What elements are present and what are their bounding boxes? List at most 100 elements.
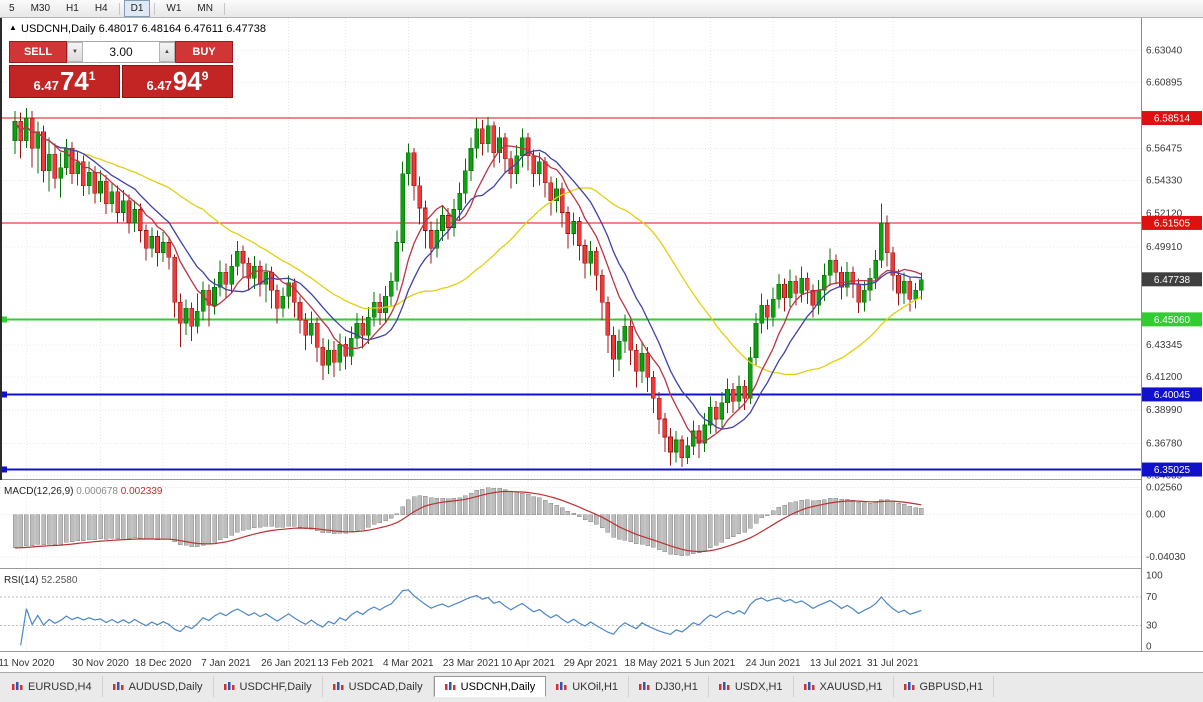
pane-separators [0, 479, 1203, 652]
axis-price-badge [1142, 312, 1202, 327]
timeframe-toolbar: 5 M30 H1 H4 D1 W1 MN [0, 0, 1203, 18]
candlestick-chart-icon [223, 681, 235, 692]
price-tick-label: 6.49910 [1146, 242, 1183, 253]
chart-tab-label: USDCHF,Daily [239, 680, 312, 693]
chart-tab-label: DJ30,H1 [655, 680, 698, 693]
date-axis-label: 5 Jun 2021 [686, 658, 736, 669]
chart-canvas[interactable]: 6.63040 6.60895 6.56475 6.54330 6.52120 6.499… [0, 18, 1203, 672]
trade-panel-toggle-icon[interactable]: ▲ [9, 23, 17, 32]
axis-price-badge-label: 6.58514 [1154, 114, 1191, 125]
sell-price-display[interactable]: 6.47 74 1 [9, 65, 120, 98]
timeframe-button-W1[interactable]: W1 [159, 0, 188, 17]
toolbar-separator [154, 2, 156, 15]
price-tick-label: 6.63040 [1146, 45, 1183, 56]
candlestick-chart-icon [332, 681, 344, 692]
chart-tab-label: USDCAD,Daily [348, 680, 423, 693]
chart-tab-label: XAUUSD,H1 [819, 680, 883, 693]
date-axis-label: 10 Apr 2021 [501, 658, 555, 669]
candlestick-chart-icon [639, 681, 650, 692]
timeframe-button-5[interactable]: 5 [2, 0, 22, 17]
sell-button[interactable]: SELL [9, 41, 67, 63]
buy-price-prefix: 6.47 [146, 78, 172, 93]
toolbar-separator [223, 2, 225, 15]
candlestick-chart-icon [112, 681, 124, 692]
chart-tab-EURUSD,H4[interactable]: EURUSD,H4 [2, 676, 103, 697]
one-click-trading-panel: SELL ▼ ▲ BUY 6.47 74 1 6.47 94 9 [9, 41, 233, 98]
chart-tab-DJ30,H1[interactable]: DJ30,H1 [629, 676, 709, 697]
chart-tab-label: USDX,H1 [734, 680, 783, 693]
chart-tab-USDCNH,Daily[interactable]: USDCNH,Daily [433, 676, 547, 697]
candlestick-chart-icon [12, 681, 23, 692]
axis-price-badge-label: 6.47738 [1154, 275, 1191, 286]
chart-tab-USDCAD,Daily[interactable]: USDCAD,Daily [323, 676, 434, 697]
date-axis-label: 30 Nov 2020 [72, 658, 129, 669]
level-handle[interactable] [0, 466, 7, 473]
rsi-label: RSI(14) 52.2580 [4, 575, 78, 586]
timeframe-button-H4[interactable]: H4 [88, 0, 115, 17]
buy-button[interactable]: BUY [175, 41, 233, 63]
chart-tab-GBPUSD,H1[interactable]: GBPUSD,H1 [894, 676, 995, 697]
chart-tab-AUDUSD,Daily[interactable]: AUDUSD,Daily [103, 676, 214, 697]
candlestick-chart-icon [903, 681, 915, 692]
date-axis-label: 24 Jun 2021 [746, 658, 801, 669]
volume-box: ▼ ▲ [67, 41, 175, 63]
timeframe-button-D1[interactable]: D1 [123, 0, 151, 17]
candlestick-chart-icon [444, 681, 456, 692]
volume-increase-icon[interactable]: ▲ [159, 42, 175, 62]
timeframe-button-M30[interactable]: M30 [24, 0, 57, 17]
axis-price-badge-label: 6.51505 [1154, 218, 1191, 229]
sell-price-prefix: 6.47 [33, 78, 59, 93]
chart-title-ohlc: USDCNH,Daily 6.48017 6.48164 6.47611 6.4… [21, 23, 267, 35]
axis-price-badge-label: 6.35025 [1154, 465, 1191, 476]
chart-tab-XAUUSD,H1[interactable]: XAUUSD,H1 [794, 676, 894, 697]
candlestick-chart-icon [803, 681, 815, 692]
price-tick-label: 6.52120 [1146, 209, 1183, 220]
axis-price-badge-label: 6.40045 [1154, 390, 1191, 401]
axis-price-badge [1142, 387, 1202, 402]
macd-tick-label: 0.02560 [1146, 483, 1183, 494]
chart-tab-bar: EURUSD,H4 AUDUSD,Daily USDCHF,Daily USDCAD,… [0, 672, 1203, 702]
rsi-tick-label: 70 [1146, 592, 1158, 603]
timeframe-button-MN[interactable]: MN [190, 0, 220, 17]
axis-price-badge [1142, 272, 1202, 287]
date-axis-label: 13 Jul 2021 [810, 658, 862, 669]
chart-tab-UKOil,H1[interactable]: UKOil,H1 [546, 676, 630, 697]
date-axis-label: 11 Nov 2020 [0, 658, 55, 669]
chart-tab-USDCHF,Daily[interactable]: USDCHF,Daily [214, 676, 323, 697]
chart-tab-label: GBPUSD,H1 [919, 680, 984, 693]
volume-decrease-icon[interactable]: ▼ [67, 42, 83, 62]
macd-tick-label: 0.00 [1146, 510, 1166, 521]
buy-price-sup: 9 [201, 69, 209, 83]
window-edge [0, 18, 2, 480]
rsi-line [20, 589, 922, 646]
ma-line-8 [14, 120, 922, 443]
rsi-tick-label: 0 [1146, 642, 1152, 653]
price-tick-label: 6.38990 [1146, 405, 1183, 416]
price-tick-label: 6.41200 [1146, 372, 1183, 383]
level-handle[interactable] [0, 391, 7, 398]
date-axis-label: 13 Feb 2021 [318, 658, 375, 669]
grid [0, 18, 1141, 651]
axis-price-badge-label: 6.45060 [1154, 315, 1191, 326]
chart-tab-USDX,H1[interactable]: USDX,H1 [709, 676, 794, 697]
buy-price-display[interactable]: 6.47 94 9 [122, 65, 233, 98]
axis-price-badge [1142, 111, 1202, 126]
macd-histogram [12, 487, 924, 557]
price-tick-label: 6.36780 [1146, 438, 1183, 449]
chart-window[interactable]: 6.63040 6.60895 6.56475 6.54330 6.52120 6.499… [0, 18, 1203, 672]
toolbar-separator [118, 2, 120, 15]
level-handle[interactable] [0, 316, 7, 323]
macd-signal-line [14, 490, 922, 553]
macd-label: MACD(12,26,9) 0.000678 0.002339 [4, 486, 163, 497]
axis-price-badge [1142, 215, 1202, 230]
volume-input[interactable] [83, 42, 159, 62]
candlestick-chart-icon [556, 681, 567, 692]
price-tick-label: 6.56475 [1146, 144, 1183, 155]
date-axis-label: 26 Jan 2021 [261, 658, 316, 669]
price-tick-label: 6.54330 [1146, 176, 1183, 187]
macd-tick-label: -0.04030 [1146, 552, 1186, 563]
timeframe-button-H1[interactable]: H1 [59, 0, 86, 17]
ma-line-34 [14, 120, 922, 376]
rsi-tick-label: 30 [1146, 620, 1158, 631]
date-axis-label: 18 May 2021 [624, 658, 682, 669]
